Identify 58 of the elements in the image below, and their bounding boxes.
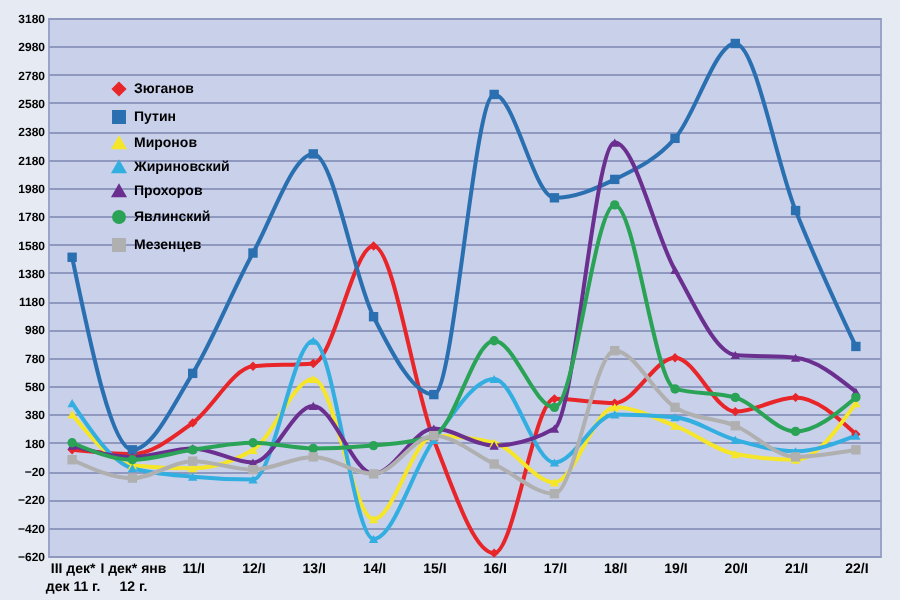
point [730, 450, 740, 459]
point [127, 473, 138, 483]
point [610, 200, 620, 210]
point [489, 374, 499, 384]
point [670, 265, 680, 275]
point [188, 472, 198, 481]
point [188, 418, 198, 428]
point [670, 133, 680, 144]
point [248, 438, 258, 448]
point [67, 399, 77, 408]
point [368, 534, 379, 544]
point [368, 241, 379, 251]
line-series [67, 38, 861, 455]
line-series [67, 374, 861, 524]
point [489, 459, 499, 469]
point [489, 336, 499, 346]
point [549, 402, 560, 413]
point [670, 421, 680, 430]
point [610, 346, 620, 356]
point [670, 353, 680, 363]
point [730, 421, 740, 431]
point [429, 389, 439, 400]
point [368, 440, 379, 451]
point [851, 341, 861, 352]
point [308, 452, 318, 462]
point [308, 149, 318, 159]
point [248, 475, 258, 484]
point [308, 374, 318, 384]
point [549, 424, 560, 433]
point [790, 426, 801, 437]
point [549, 489, 560, 499]
point [489, 548, 499, 558]
point [188, 368, 198, 379]
point [549, 193, 560, 203]
point [308, 336, 318, 345]
point [248, 248, 258, 258]
point [670, 384, 680, 394]
point [670, 402, 680, 413]
point [549, 458, 560, 467]
point [67, 455, 77, 465]
point [730, 392, 740, 403]
point [308, 401, 318, 410]
point [730, 435, 740, 444]
point [730, 38, 740, 49]
point [489, 89, 499, 100]
point [368, 515, 379, 524]
point [188, 456, 198, 466]
point [790, 205, 801, 216]
point [308, 443, 318, 454]
point [610, 174, 620, 185]
point [67, 252, 77, 262]
point [790, 353, 801, 362]
point [851, 445, 861, 455]
point [248, 464, 258, 475]
point [368, 312, 379, 322]
point [549, 478, 560, 487]
point [851, 392, 861, 403]
point [730, 350, 740, 360]
